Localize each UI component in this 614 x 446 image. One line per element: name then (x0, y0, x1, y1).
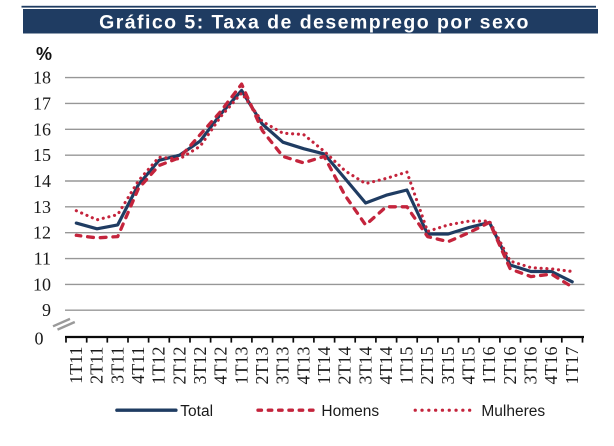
svg-text:10: 10 (33, 274, 51, 294)
svg-text:1T13: 1T13 (231, 347, 251, 385)
svg-text:1T14: 1T14 (314, 347, 334, 385)
svg-text:3T15: 3T15 (438, 347, 458, 385)
svg-text:16: 16 (33, 119, 51, 139)
svg-text:1T17: 1T17 (562, 347, 582, 385)
svg-text:4T14: 4T14 (376, 347, 396, 385)
svg-text:4T16: 4T16 (541, 347, 561, 385)
svg-text:15: 15 (33, 145, 51, 165)
svg-text:2T16: 2T16 (500, 347, 520, 385)
svg-text:2T14: 2T14 (335, 347, 355, 385)
svg-text:13: 13 (33, 197, 51, 217)
svg-text:4T11: 4T11 (128, 347, 148, 384)
svg-text:17: 17 (33, 93, 51, 113)
svg-text:2T12: 2T12 (169, 347, 189, 385)
svg-text:Total: Total (180, 403, 213, 420)
svg-text:Mulheres: Mulheres (481, 403, 545, 420)
svg-text:3T11: 3T11 (107, 347, 127, 384)
svg-text:2T11: 2T11 (87, 347, 107, 384)
svg-text:2T15: 2T15 (417, 347, 437, 385)
svg-text:14: 14 (33, 171, 51, 191)
svg-text:3T16: 3T16 (521, 347, 541, 385)
svg-text:1T12: 1T12 (149, 347, 169, 385)
svg-text:18: 18 (33, 68, 51, 88)
svg-text:11: 11 (34, 249, 51, 269)
svg-text:3T12: 3T12 (190, 347, 210, 385)
svg-text:4T13: 4T13 (293, 347, 313, 385)
svg-text:3T14: 3T14 (355, 347, 375, 385)
svg-text:9: 9 (42, 300, 51, 320)
svg-text:1T15: 1T15 (397, 347, 417, 385)
svg-text:12: 12 (33, 223, 51, 243)
svg-text:4T12: 4T12 (211, 347, 231, 385)
svg-text:Gráfico 5: Taxa de desemprego: Gráfico 5: Taxa de desemprego por sexo (99, 11, 530, 33)
svg-text:1T11: 1T11 (66, 347, 86, 384)
svg-text:%: % (36, 44, 52, 64)
svg-text:1T16: 1T16 (479, 347, 499, 385)
svg-text:Homens: Homens (321, 403, 379, 420)
svg-text:4T15: 4T15 (459, 347, 479, 385)
svg-text:3T13: 3T13 (273, 347, 293, 385)
svg-text:0: 0 (35, 329, 44, 349)
svg-text:2T13: 2T13 (252, 347, 272, 385)
